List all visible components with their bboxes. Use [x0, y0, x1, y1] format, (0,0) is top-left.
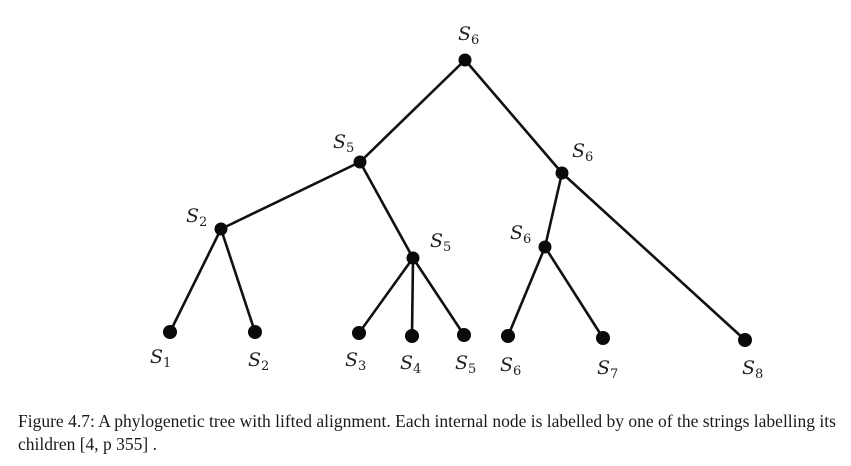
edge-n5-n2	[219, 160, 362, 231]
edge-n5b-leaf4	[410, 256, 415, 338]
leaf-node-leaf7	[596, 331, 610, 345]
node-label-leaf4: S4	[400, 352, 421, 377]
edge-root-n5	[358, 58, 467, 164]
tree-edges	[168, 58, 747, 342]
leaf-node-leaf4	[405, 329, 419, 343]
edge-n2-leaf2	[219, 227, 257, 334]
node-label-n2: S2	[186, 205, 207, 230]
phylogenetic-tree-diagram: S6 S5 S6 S2 S5 S6 S1 S2 S3 S4 S5 S6 S7 S8	[150, 23, 763, 382]
node-label-leaf5: S5	[455, 352, 476, 377]
node-label-root: S6	[458, 23, 479, 48]
edge-n5b-leaf5	[411, 256, 466, 337]
node-label-leaf6: S6	[500, 354, 521, 379]
node-label-n5: S5	[333, 131, 354, 156]
node-label-n6b: S6	[510, 222, 531, 247]
edge-n6b-leaf6	[506, 245, 547, 338]
leaf-node-leaf6	[501, 329, 515, 343]
edge-n6a-n6b	[543, 171, 564, 249]
edge-n2-leaf1	[168, 227, 223, 334]
leaf-node-leaf3	[352, 326, 366, 340]
tree-labels: S6 S5 S6 S2 S5 S6 S1 S2 S3 S4 S5 S6 S7 S8	[150, 23, 763, 382]
leaf-node-leaf2	[248, 325, 262, 339]
tree-nodes	[163, 53, 752, 347]
internal-node-n6a	[555, 166, 569, 180]
node-label-n5b: S5	[430, 230, 451, 255]
node-label-leaf8: S8	[742, 357, 763, 382]
internal-node-n6b	[538, 240, 552, 254]
node-label-n6a: S6	[572, 140, 593, 165]
node-label-leaf7: S7	[597, 357, 618, 382]
edge-n6b-leaf7	[543, 245, 605, 340]
figure-caption: Figure 4.7: A phylogenetic tree with lif…	[18, 411, 836, 454]
leaf-node-leaf8	[738, 333, 752, 347]
edge-root-n6a	[463, 58, 564, 175]
leaf-node-leaf1	[163, 325, 177, 339]
edge-n5b-leaf3	[357, 256, 415, 335]
leaf-node-leaf5	[457, 328, 471, 342]
node-label-leaf3: S3	[345, 349, 366, 374]
internal-node-root	[458, 53, 472, 67]
internal-node-n5b	[406, 251, 420, 265]
internal-node-n5	[353, 155, 367, 169]
edge-n6a-leaf8	[560, 171, 747, 342]
edge-n5-n5b	[358, 160, 415, 260]
node-label-leaf2: S2	[248, 349, 269, 374]
node-label-leaf1: S1	[150, 346, 171, 371]
internal-node-n2	[214, 222, 228, 236]
